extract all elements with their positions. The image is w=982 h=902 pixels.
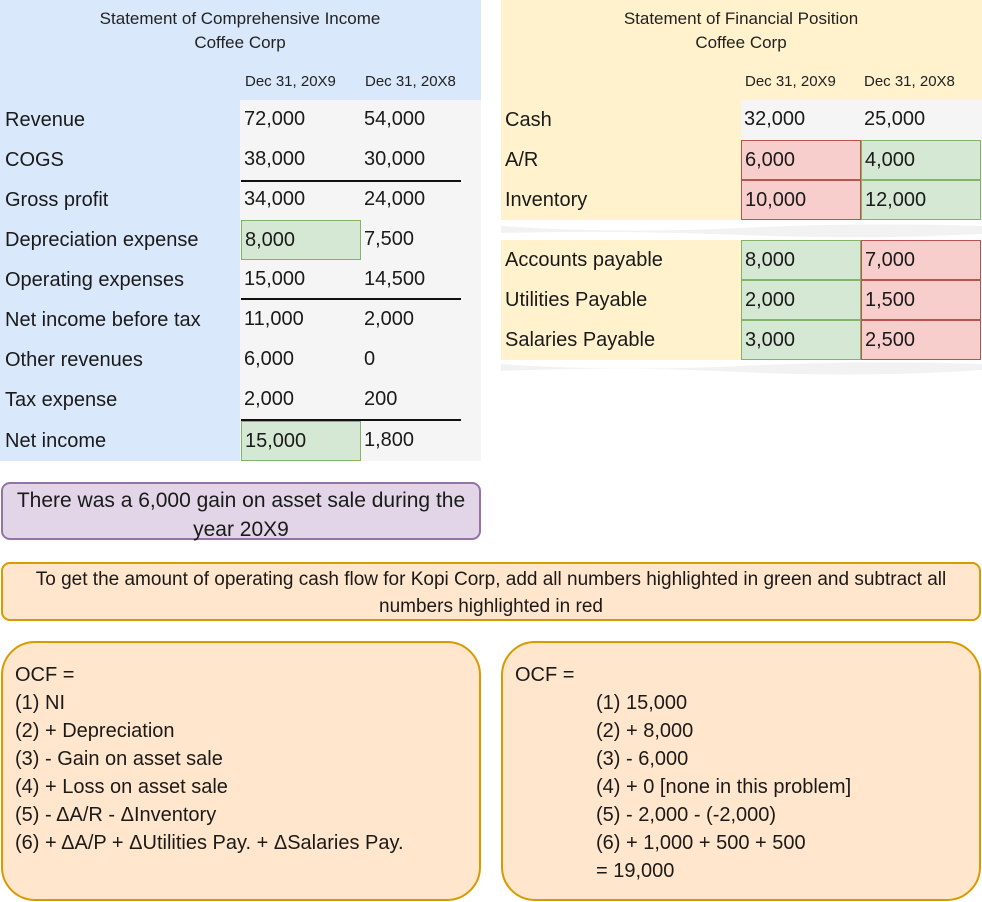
row-label: Operating expenses <box>5 269 185 291</box>
income-statement-label-panel <box>0 0 240 461</box>
row-value-2018: 14,500 <box>364 268 426 290</box>
subtotal-rule <box>241 180 461 182</box>
ocf-solution-line: (1) 15,000 <box>596 692 688 714</box>
row-value-2019: 72,000 <box>244 108 306 130</box>
liability-label: Accounts payable <box>505 249 663 271</box>
ocf-solution-line: (3) - 6,000 <box>596 748 689 770</box>
ocf-formula-line: (3) - Gain on asset sale <box>15 748 223 770</box>
liability-value-2019-highlight-green: 8,000 <box>741 240 861 280</box>
ocf-formula-heading: OCF = <box>15 664 75 686</box>
ocf-solution-heading: OCF = <box>515 664 575 686</box>
row-label: Net income <box>5 430 107 452</box>
row-value-2019-highlight-green: 8,000 <box>241 220 361 260</box>
asset-label: A/R <box>505 149 539 171</box>
asset-value-2019-highlight-red: 6,000 <box>741 140 861 180</box>
row-label: COGS <box>5 149 64 171</box>
financial-position-title: Statement of Financial Position <box>623 9 859 28</box>
row-value-2019: 2,000 <box>244 388 295 410</box>
row-value-2018: 30,000 <box>364 148 426 170</box>
ocf-solution-total: = 19,000 <box>596 860 675 882</box>
income-statement-title: Statement of Comprehensive Income <box>99 9 381 28</box>
financial-position-liabilities-label-panel <box>501 240 741 360</box>
liability-value-2019-highlight-green: 3,000 <box>741 320 861 360</box>
financial-position-company: Coffee Corp <box>695 33 787 52</box>
liability-value-2018-highlight-red: 7,000 <box>861 240 981 280</box>
row-label: Depreciation expense <box>5 229 199 251</box>
liability-value-2018-highlight-red: 2,500 <box>861 320 981 360</box>
subtotal-rule <box>241 298 461 300</box>
torn-edge-bottom <box>501 362 982 375</box>
financial-position-col-2019: Dec 31, 20X9 <box>745 73 836 90</box>
row-label: Net income before tax <box>5 309 201 331</box>
income-statement-company: Coffee Corp <box>194 33 286 52</box>
income-statement-col-2018: Dec 31, 20X8 <box>365 73 456 90</box>
asset-value-2019: 32,000 <box>744 108 806 130</box>
financial-position-col-2018: Dec 31, 20X8 <box>864 73 955 90</box>
row-value-2018: 7,500 <box>364 228 415 250</box>
financial-position-header-panel <box>501 0 982 100</box>
ocf-formula-line: (2) + Depreciation <box>15 720 175 742</box>
ocf-solution-line: (4) + 0 [none in this problem] <box>596 776 852 798</box>
asset-label: Cash <box>505 109 552 131</box>
row-label: Gross profit <box>5 189 109 211</box>
ocf-solution-box: OCF = (1) 15,000 (2) + 8,000 (3) - 6,000… <box>501 641 981 901</box>
row-value-2018: 54,000 <box>364 108 426 130</box>
row-value-2018: 2,000 <box>364 308 415 330</box>
torn-edge-separator <box>501 224 982 238</box>
ocf-formula-line: (5) - ΔA/R - ΔInventory <box>15 804 217 826</box>
ocf-formula-line: (1) NI <box>15 692 65 714</box>
row-value-2019: 38,000 <box>244 148 306 170</box>
row-value-2019-highlight-green: 15,000 <box>241 421 361 461</box>
gain-on-asset-sale-note: There was a 6,000 gain on asset sale dur… <box>1 482 481 541</box>
liability-label: Salaries Payable <box>505 329 656 351</box>
liability-label: Utilities Payable <box>505 289 648 311</box>
asset-value-2018: 25,000 <box>864 108 926 130</box>
ocf-formula-line: (4) + Loss on asset sale <box>15 776 228 798</box>
subtotal-rule <box>241 419 461 421</box>
income-statement-col-2019: Dec 31, 20X9 <box>245 73 336 90</box>
asset-value-2018-highlight-green: 4,000 <box>861 140 981 180</box>
row-value-2019: 15,000 <box>244 268 306 290</box>
ocf-formula-box: OCF = (1) NI (2) + Depreciation (3) - Ga… <box>1 641 481 901</box>
row-value-2018: 200 <box>364 388 398 410</box>
income-statement-values-panel <box>240 100 481 461</box>
asset-value-2019-highlight-red: 10,000 <box>741 180 861 220</box>
asset-label: Inventory <box>505 189 588 211</box>
financial-position-assets-label-panel <box>501 100 741 220</box>
ocf-solution-line: (5) - 2,000 - (-2,000) <box>596 804 777 826</box>
liability-value-2018-highlight-red: 1,500 <box>861 280 981 320</box>
income-statement-header-panel <box>240 0 481 100</box>
liability-value-2019-highlight-green: 2,000 <box>741 280 861 320</box>
row-value-2018: 1,800 <box>364 429 415 451</box>
ocf-solution-line: (2) + 8,000 <box>596 720 694 742</box>
row-value-2019: 6,000 <box>244 348 295 370</box>
row-value-2018: 0 <box>364 348 376 370</box>
row-label: Revenue <box>5 109 86 131</box>
row-label: Other revenues <box>5 349 143 371</box>
instruction-note: To get the amount of operating cash flow… <box>1 562 981 621</box>
row-label: Tax expense <box>5 389 118 411</box>
ocf-solution-line: (6) + 1,000 + 500 + 500 <box>596 832 806 854</box>
row-value-2018: 24,000 <box>364 188 426 210</box>
asset-value-2018-highlight-green: 12,000 <box>861 180 981 220</box>
row-value-2019: 11,000 <box>244 308 304 330</box>
row-value-2019: 34,000 <box>244 188 306 210</box>
ocf-formula-line: (6) + ΔA/P + ΔUtilities Pay. + ΔSalaries… <box>15 832 404 854</box>
